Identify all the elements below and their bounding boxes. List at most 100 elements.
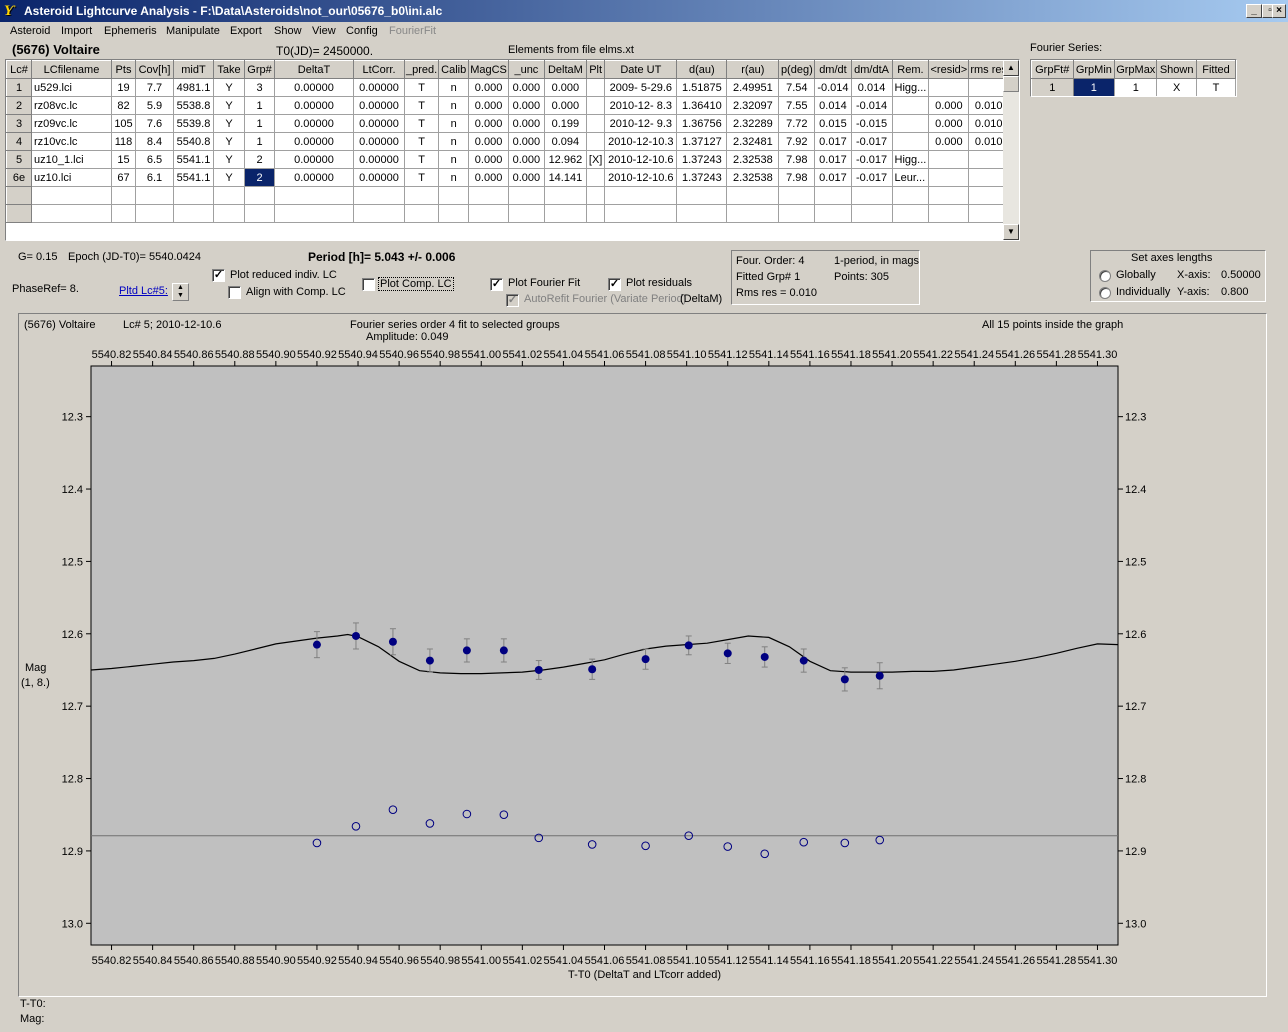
data-point[interactable] [875, 671, 884, 680]
lc-cell[interactable] [891, 204, 930, 223]
residual-point[interactable] [684, 831, 694, 841]
lc-row-header[interactable] [6, 186, 32, 205]
lc-cell[interactable]: Y [213, 132, 245, 151]
lc-col-header[interactable]: <resid> [928, 60, 970, 79]
lc-cell[interactable]: 0.000 [507, 132, 545, 151]
data-point[interactable] [723, 649, 732, 658]
menu-show[interactable]: Show [274, 25, 302, 37]
lc-cell[interactable] [928, 78, 970, 97]
lc-cell[interactable]: Y [213, 114, 245, 133]
data-point[interactable] [499, 646, 508, 655]
lc-cell[interactable]: 0.017 [814, 150, 852, 169]
lc-cell[interactable]: 0.000 [468, 78, 509, 97]
lc-cell[interactable] [928, 150, 970, 169]
lc-cell[interactable] [604, 204, 678, 223]
lc-col-header[interactable]: MagCS [468, 60, 509, 79]
fourier-col-header[interactable]: Shown [1156, 60, 1197, 79]
lc-cell[interactable]: -0.017 [850, 132, 893, 151]
lc-cell[interactable]: 0.017 [814, 132, 852, 151]
lc-cell[interactable] [928, 186, 970, 205]
lc-cell[interactable] [778, 204, 816, 223]
lc-cell[interactable]: T [403, 150, 440, 169]
lc-cell[interactable] [438, 186, 470, 205]
lc-cell[interactable]: 3 [244, 78, 275, 97]
lc-cell[interactable]: 1.37127 [676, 132, 728, 151]
lc-cell[interactable]: 15 [111, 150, 136, 169]
lc-cell[interactable] [135, 204, 174, 223]
lc-cell[interactable] [850, 204, 893, 223]
lc-cell[interactable]: 7.92 [778, 132, 816, 151]
lc-cell[interactable]: T [403, 168, 440, 187]
lc-cell[interactable] [928, 168, 970, 187]
data-point[interactable] [760, 652, 769, 661]
lc-cell[interactable] [676, 204, 728, 223]
lc-cell[interactable] [274, 204, 354, 223]
lc-cell[interactable] [353, 186, 405, 205]
lc-cell[interactable]: 6.5 [135, 150, 174, 169]
lc-cell[interactable] [244, 186, 275, 205]
lc-cell[interactable]: Higg... [891, 150, 930, 169]
residual-point[interactable] [534, 833, 544, 843]
lc-row-header[interactable]: 1 [6, 78, 32, 97]
lc-cell[interactable]: 0.000 [507, 168, 545, 187]
data-point[interactable] [462, 646, 471, 655]
lc-cell[interactable]: 2.32538 [726, 150, 780, 169]
scroll-thumb[interactable] [1003, 76, 1019, 92]
fourier-col-header[interactable]: GrpMax [1114, 60, 1158, 79]
lc-cell[interactable]: 5541.1 [173, 168, 214, 187]
lc-row-header[interactable]: 5 [6, 150, 32, 169]
lc-cell[interactable]: T [403, 96, 440, 115]
residual-point[interactable] [462, 809, 472, 819]
lc-cell[interactable]: 7.7 [135, 78, 174, 97]
lc-cell[interactable] [135, 186, 174, 205]
lc-cell[interactable]: [X] [585, 150, 606, 169]
lc-cell[interactable]: 1.37243 [676, 150, 728, 169]
lc-cell[interactable] [31, 204, 112, 223]
lc-cell[interactable] [814, 204, 852, 223]
lc-col-header[interactable]: Calib [438, 60, 470, 79]
lc-cell[interactable] [585, 132, 606, 151]
lc-cell[interactable] [604, 186, 678, 205]
lc-cell[interactable] [585, 168, 606, 187]
lc-cell[interactable]: Y [213, 168, 245, 187]
lc-row-header[interactable] [6, 204, 32, 223]
lc-cell[interactable]: 12.962 [543, 150, 587, 169]
lc-col-header[interactable]: DeltaM [543, 60, 587, 79]
lc-cell[interactable] [213, 204, 245, 223]
lc-cell[interactable] [726, 204, 780, 223]
lc-row-header[interactable]: 4 [6, 132, 32, 151]
lc-col-header[interactable]: Pts [111, 60, 136, 79]
lc-cell[interactable] [850, 186, 893, 205]
lc-cell[interactable] [726, 186, 780, 205]
lc-cell[interactable] [585, 186, 606, 205]
lc-cell[interactable]: rz08vc.lc [31, 96, 112, 115]
data-point[interactable] [641, 655, 650, 664]
lc-cell[interactable]: T [403, 114, 440, 133]
lc-cell[interactable]: 0.000 [928, 132, 970, 151]
lc-cell[interactable]: 0.000 [507, 78, 545, 97]
align-comp-checkbox[interactable] [228, 286, 241, 299]
lc-cell[interactable]: T [403, 78, 440, 97]
lc-cell[interactable] [468, 204, 509, 223]
lc-cell[interactable]: n [438, 78, 470, 97]
lc-cell[interactable]: 118 [111, 132, 136, 151]
lc-cell[interactable]: -0.015 [850, 114, 893, 133]
lc-cell[interactable]: 2010-12- 9.3 [604, 114, 678, 133]
lc-cell[interactable]: Y [213, 150, 245, 169]
lc-cell[interactable]: 8.4 [135, 132, 174, 151]
lc-cell[interactable]: 0.015 [814, 114, 852, 133]
lc-cell[interactable]: 2.32097 [726, 96, 780, 115]
lc-cell[interactable]: 7.55 [778, 96, 816, 115]
residual-point[interactable] [587, 840, 597, 849]
lc-col-header[interactable]: dm/dt [814, 60, 852, 79]
residual-point[interactable] [425, 819, 435, 828]
lc-cell[interactable] [507, 204, 545, 223]
lc-cell[interactable]: 14.141 [543, 168, 587, 187]
lc-cell[interactable]: 1.37243 [676, 168, 728, 187]
lc-cell[interactable] [585, 78, 606, 97]
lc-col-header[interactable]: Lc# [6, 60, 32, 79]
lc-col-header[interactable]: DeltaT [274, 60, 354, 79]
lc-cell[interactable]: 0.00000 [353, 132, 405, 151]
